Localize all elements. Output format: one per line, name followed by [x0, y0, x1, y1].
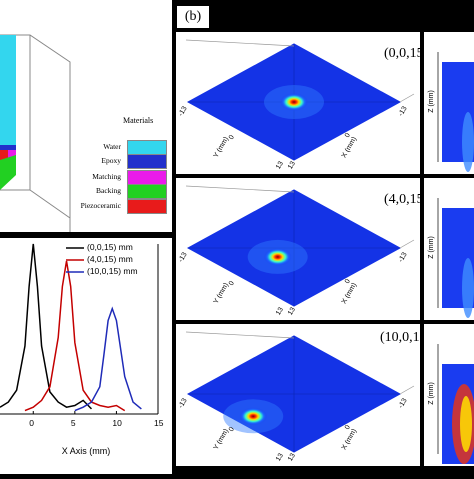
- x-axis-title: X Axis (mm): [61, 446, 111, 456]
- field-map-0: [185, 39, 415, 161]
- material-label-epoxy: Epoxy: [101, 156, 121, 165]
- box-line: [185, 331, 295, 339]
- side-view-plot-0: [437, 52, 474, 172]
- legend-entry-1: (4,0,15) mm: [87, 254, 133, 264]
- side-view-2: Z (mm): [424, 324, 474, 466]
- field-map-2: [185, 331, 415, 453]
- line-plot-panel: [0, 238, 172, 474]
- box-line: [399, 93, 415, 103]
- field-map-1: [185, 185, 415, 307]
- side-hotspot-core: [460, 396, 472, 452]
- series-line-2: [74, 306, 142, 412]
- field-map-row-0: -13 0 Y (mm) 13 13 X (mm) 0 -13 (0,0,15) mm: [176, 32, 454, 174]
- focal-spot: [263, 247, 292, 266]
- water-block: [0, 35, 16, 145]
- material-swatch-piezoceramic: [127, 199, 167, 214]
- x-tick-label-10: 10: [112, 418, 122, 428]
- material-swatch-epoxy: [127, 154, 167, 169]
- z-axis-title-1: Z (mm): [427, 236, 435, 259]
- box-line: [399, 239, 415, 249]
- x-tick-label-0: 0: [29, 418, 34, 428]
- piezo-block: [0, 150, 8, 160]
- x-tick-label-5: 5: [70, 418, 76, 428]
- x-tick-label-15: 15: [154, 418, 164, 428]
- focal-spot: [280, 93, 308, 111]
- side-view-plot-2: [437, 344, 474, 464]
- focal-spot: [239, 407, 268, 426]
- side-view-1: Z (mm): [424, 178, 474, 320]
- material-label-backing: Backing: [96, 186, 121, 195]
- field-map-row-1: -13 0 Y (mm) 13 13 X (mm) 0 -13 (4,0,15) mm: [176, 178, 454, 320]
- series-line-0: [0, 243, 93, 410]
- box-line: [185, 185, 295, 193]
- field-map-row-2: -13 0 Y (mm) 13 13 X (mm) 0 -13 (10,0,15) mm: [176, 324, 457, 466]
- legend-entry-2: (10,0,15) mm: [87, 266, 138, 276]
- side-view-plot-1: [437, 198, 474, 318]
- model-panel: Materials Water Epoxy Matching Backing Piezo…: [0, 0, 172, 232]
- material-label-matching: Matching: [92, 172, 121, 181]
- box-line: [399, 385, 415, 395]
- z-axis-title-0: Z (mm): [427, 90, 435, 113]
- box-line: [185, 39, 295, 47]
- matching-block: [8, 150, 16, 158]
- series-line-1: [24, 260, 126, 412]
- panel-b-tag: (b): [176, 5, 210, 29]
- legend-entry-0: (0,0,15) mm: [87, 242, 133, 252]
- backing-block: [0, 155, 16, 190]
- materials-title: Materials: [123, 116, 154, 125]
- material-swatch-matching: [127, 170, 167, 185]
- material-swatch-backing: [127, 184, 167, 199]
- z-axis-title-2: Z (mm): [427, 382, 435, 405]
- epoxy-block: [0, 145, 16, 153]
- side-hotspot: [462, 258, 474, 318]
- line-plot: [0, 243, 159, 415]
- side-view-0: Z (mm): [424, 32, 474, 174]
- material-label-water: Water: [103, 142, 121, 151]
- side-hotspot: [462, 112, 474, 172]
- material-swatch-water: [127, 140, 167, 155]
- model-drawing: [0, 34, 71, 232]
- material-label-piezoceramic: Piezoceramic: [80, 201, 121, 210]
